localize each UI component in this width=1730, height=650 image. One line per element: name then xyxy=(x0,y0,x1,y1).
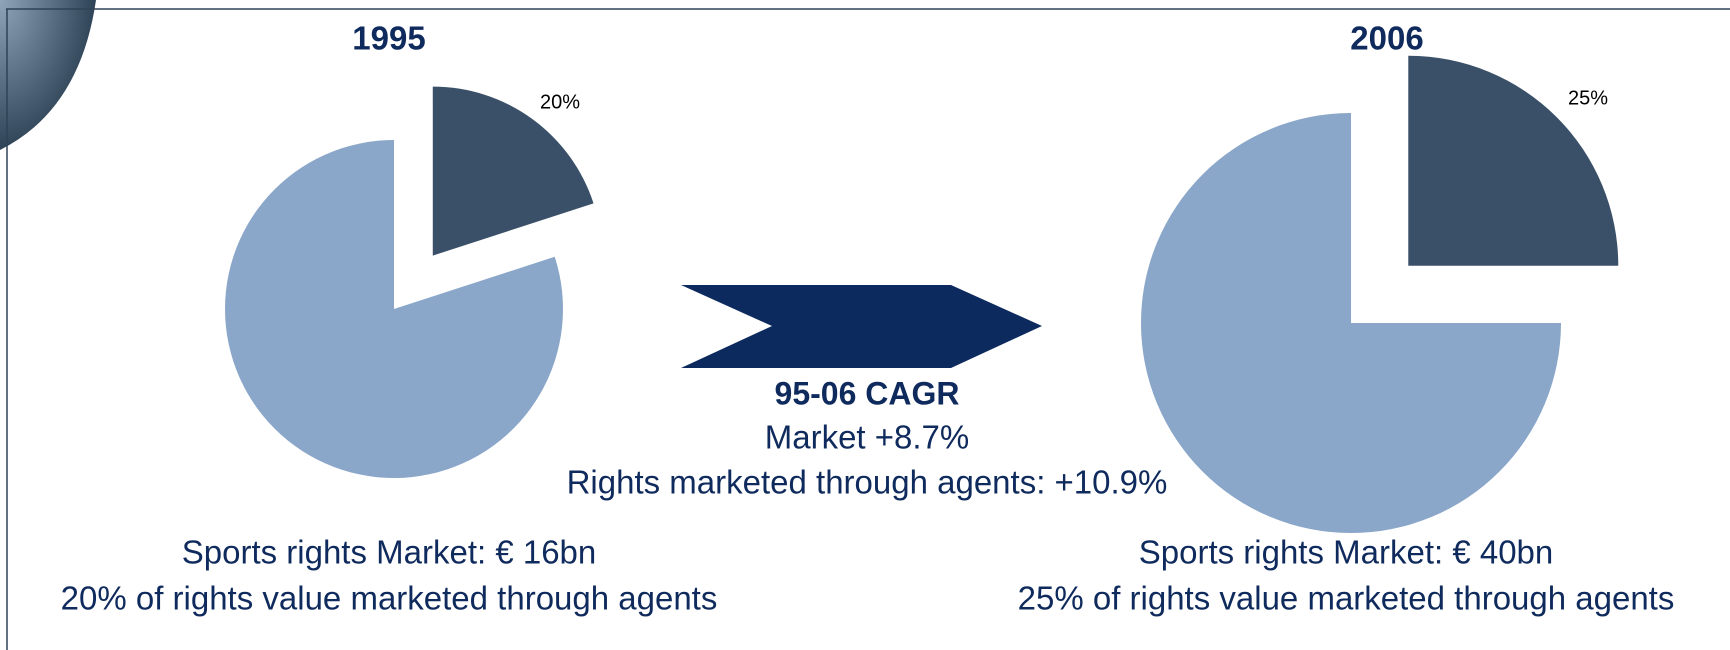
pie-title: 2006 xyxy=(1350,20,1423,57)
corner-photo xyxy=(0,0,96,150)
cagr-line: Rights marketed through agents: +10.9% xyxy=(567,464,1168,501)
slice-label: 20% xyxy=(540,91,580,113)
cagr-line: Market +8.7% xyxy=(765,419,970,456)
arrow xyxy=(681,285,1042,368)
pie-title: 1995 xyxy=(352,20,425,57)
chart-note: 20% of rights value marketed through age… xyxy=(61,580,718,617)
cagr-title: 95-06 CAGR xyxy=(775,375,960,411)
page: 95-06 CAGR Market +8.7% Rights marketed … xyxy=(0,0,1730,650)
chart-note: 25% of rights value marketed through age… xyxy=(1018,580,1675,617)
slice-label: 25% xyxy=(1568,87,1608,109)
chart-note: Sports rights Market: € 16bn xyxy=(182,534,597,571)
chart-note: Sports rights Market: € 40bn xyxy=(1139,534,1554,571)
slide: 95-06 CAGR Market +8.7% Rights marketed … xyxy=(0,0,1730,650)
